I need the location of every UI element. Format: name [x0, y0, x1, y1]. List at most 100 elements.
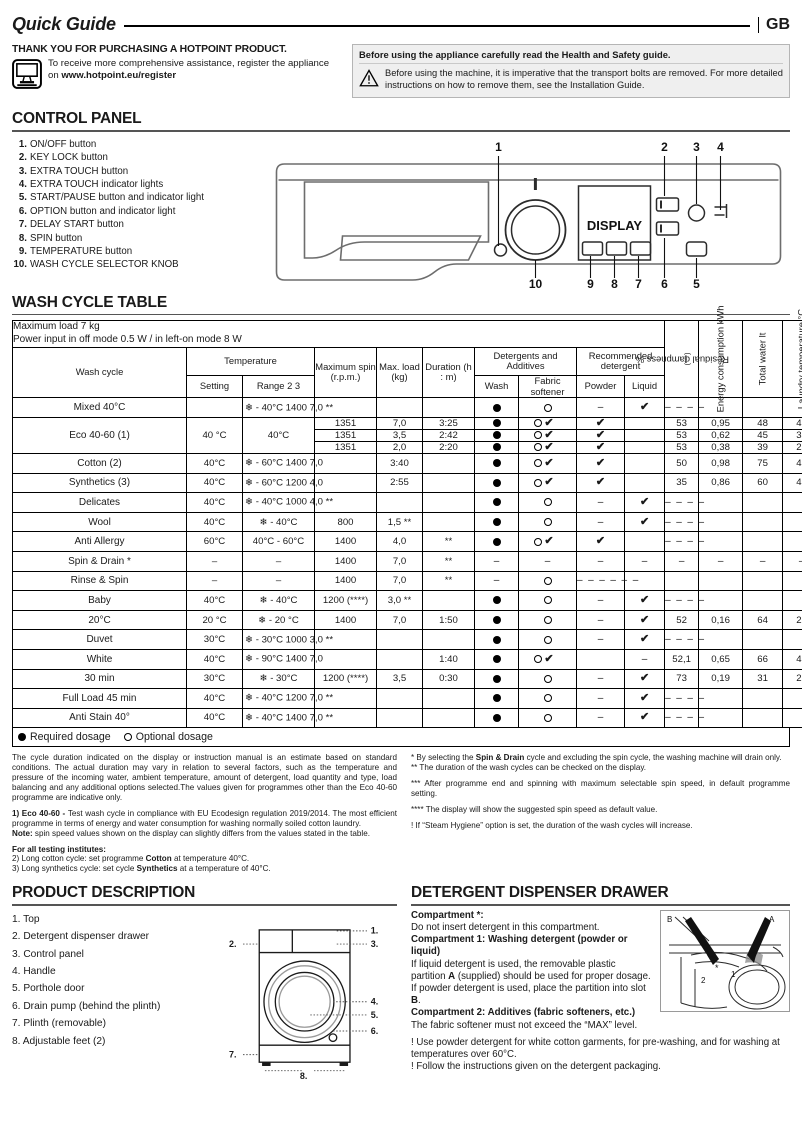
callout-5: 5 — [693, 277, 700, 288]
cycle-powder: – — [576, 492, 625, 513]
cycle-water: 31 — [742, 668, 784, 690]
filled-dot-icon — [18, 733, 26, 742]
cycle-duration: ** — [422, 550, 475, 572]
cycle-fabric-softener: ✔ — [518, 472, 577, 494]
cycle-name: Cotton (2) — [12, 452, 187, 474]
filled-dot-icon — [492, 431, 501, 440]
hollow-circle-icon — [543, 596, 552, 605]
cycle-wash-detergent: – — [474, 570, 519, 592]
cycle-range: 40°C — [242, 416, 315, 454]
cycle-duration — [422, 397, 475, 418]
cycle-liquid — [623, 416, 666, 430]
cycle-laundry-temp: 25 — [782, 440, 802, 454]
filled-dot-icon — [492, 459, 501, 468]
compartment-1-marker: 1 — [731, 970, 736, 979]
item-number: 5. — [18, 192, 27, 204]
dot-ring-check-group: ✔ — [519, 417, 576, 429]
cycle-wash-detergent — [474, 629, 519, 650]
item-label: TEMPERATURE button — [30, 246, 133, 258]
cycle-range: ❄ - 30°C 1000 3,0 ** — [242, 629, 333, 650]
cycle-wash-detergent — [474, 492, 519, 513]
table-row: Mixed 40°C ❄ - 40°C 1400 7,0 ** – ✔ – – – – — [12, 397, 802, 418]
dashed-span: – – – – — [665, 712, 706, 724]
dash-mark: – — [493, 575, 500, 587]
inst2-c: at temperature 40°C. — [171, 854, 250, 864]
cycle-max-load: 7,0 — [376, 416, 423, 430]
cycle-max-load: 3,5 — [376, 428, 423, 442]
dashed-span: – – – – — [665, 516, 706, 528]
cycle-wash-detergent: – — [474, 550, 519, 572]
cycle-residual-dampness: – – – – — [664, 688, 704, 709]
table-row: Full Load 45 min 40°C ❄ - 40°C 1200 7,0 **… — [12, 688, 802, 709]
cycle-max-load: 7,0 — [376, 550, 423, 572]
cycle-wash-detergent — [474, 590, 519, 611]
check-icon: ✔ — [639, 495, 650, 508]
cycle-max-load — [376, 492, 423, 513]
cycle-fabric-softener — [518, 707, 577, 729]
col-temperature: Temperature — [186, 346, 315, 377]
col-wash-cycle: Wash cycle — [12, 346, 187, 399]
control-panel-rule — [12, 130, 790, 132]
cycle-energy: 0,98 — [698, 452, 744, 474]
cycle-duration: 1:40 — [422, 648, 475, 670]
cycle-liquid: ✔ — [623, 668, 666, 690]
table-meta-cell: Maximum load 7 kg Power input in off mod… — [11, 320, 666, 348]
list-item: 8. SPIN button — [12, 232, 267, 245]
hollow-circle-icon — [534, 537, 543, 546]
dashed-span: – – – – — [665, 594, 706, 606]
cycle-water: 66 — [742, 648, 784, 670]
cycle-powder: – — [576, 688, 625, 709]
register-text-block: To receive more comprehensive assistance… — [48, 58, 342, 89]
filled-dot-icon — [492, 419, 501, 428]
check-icon: ✔ — [639, 613, 650, 626]
dash-mark: – — [717, 555, 724, 567]
list-item: 4. Handle — [12, 966, 56, 978]
hollow-circle-icon — [543, 403, 552, 412]
dispenser-text: Compartment *: Do not insert detergent i… — [411, 910, 790, 1074]
hollow-circle-icon — [543, 615, 552, 624]
cycle-fabric-softener — [518, 570, 577, 592]
cycle-setting: 40°C — [186, 452, 243, 474]
wash-table-heading: WASH CYCLE TABLE — [12, 293, 167, 311]
cycle-wash-detergent — [474, 452, 519, 474]
check-icon: ✔ — [639, 672, 650, 685]
cycle-residual-dampness: 50 — [664, 452, 700, 474]
cycle-duration: 1:50 — [422, 609, 475, 631]
cycle-powder: – – – – – – — [576, 570, 638, 592]
page-header: Quick Guide GB — [12, 10, 790, 35]
control-panel-diagram: DISPLAY — [267, 138, 790, 291]
cycle-powder: – — [576, 397, 625, 418]
inst2-a: 2) Long cotton cycle: set programme — [12, 854, 146, 864]
cycle-residual-dampness: – — [664, 550, 700, 572]
cycle-water — [742, 570, 784, 592]
item-label: WASH CYCLE SELECTOR KNOB — [30, 259, 179, 271]
dispenser-rule — [411, 904, 790, 906]
check-icon: ✔ — [595, 416, 606, 429]
wash-table-section: WASH CYCLE TABLE — [12, 294, 790, 316]
col-laundry-temp: Laundry temperature °C — [782, 309, 802, 409]
dash-mark: – — [597, 516, 604, 528]
dash-mark: – — [597, 634, 604, 646]
register-text: To receive more comprehensive assistance… — [48, 58, 330, 82]
item-number: 8. — [18, 232, 27, 244]
check-icon: ✔ — [595, 440, 606, 453]
footnote-eco-text: Test wash cycle in compliance with EU Ec… — [12, 808, 397, 828]
list-item: 7. DELAY START button — [12, 218, 267, 231]
cycle-residual-dampness: 53 — [664, 440, 700, 454]
cycle-range: ❄ - 40°C 1400 7,0 ** — [242, 397, 333, 418]
inst3-c: at a temperature of 40°C. — [177, 864, 271, 874]
list-item: 3. Control panel — [12, 948, 84, 960]
inst3-a: 3) Long synthetics cycle: set cycle — [12, 864, 137, 874]
cycle-wash-detergent — [474, 511, 519, 533]
power-input-text: Power input in off mode 0.5 W / in left-… — [13, 333, 242, 345]
legend-required-label: Required dosage — [30, 731, 111, 744]
compartment-2-title: Compartment 2: Additives (fabric softene… — [411, 1007, 636, 1019]
cycle-setting: 40°C — [186, 688, 243, 709]
callout-8: 8 — [611, 277, 618, 288]
compartment-2-marker: 2 — [701, 976, 706, 985]
cycle-max-load: 4,0 — [376, 531, 423, 552]
control-panel-svg: DISPLAY — [275, 140, 782, 291]
cycle-energy: 0,16 — [698, 609, 744, 631]
register-url: www.hotpoint.eu/register — [61, 70, 177, 82]
